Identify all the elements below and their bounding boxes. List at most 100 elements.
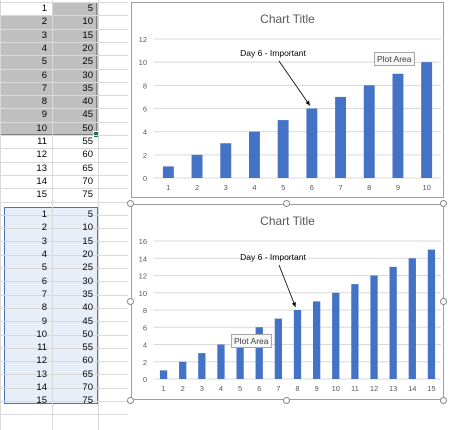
cell-column-a[interactable]: 7 [41,288,47,300]
cell-column-b[interactable]: 5 [87,3,93,14]
resize-handle-top-right[interactable] [440,200,447,207]
chart-title[interactable]: Chart Title [260,12,315,26]
cell-column-a[interactable]: 15 [36,395,47,407]
cell-column-a[interactable]: 2 [41,222,47,234]
cell-column-b[interactable]: 40 [82,96,93,108]
spreadsheet-grid[interactable]: 1 5 2 10 3 15 4 20 5 25 6 30 7 35 8 40 9 45 10 50 11 55 12 60 13… [0,0,128,430]
cell-column-b[interactable]: 10 [82,16,93,28]
cell-column-a[interactable]: 14 [36,382,47,394]
y-tick-label: 16 [139,237,147,246]
resize-handle-top-left[interactable] [127,200,134,207]
chart-top[interactable]: Chart Title 0 2 4 6 8 10 12 1 2 3 4 5 6 7 8 9 10 Day 6 - … [131,2,444,198]
x-tick-label: 9 [396,183,400,192]
x-tick-label: 7 [338,183,342,192]
row-gridline [0,55,128,57]
cell-column-b[interactable]: 55 [82,342,93,354]
cell-column-a[interactable]: 12 [36,149,47,161]
cell-column-b[interactable]: 30 [82,69,93,81]
bar [162,166,174,178]
resize-handle-bottom-right[interactable] [440,397,447,404]
chart-bottom[interactable]: Chart Title 0 2 4 6 8 10 12 14 16 1 2 3 4 5 6 7 8 9 10 11 12… [131,204,444,400]
cell-column-b[interactable]: 25 [82,262,93,274]
cell-column-b[interactable]: 30 [82,275,93,287]
cell-column-b[interactable]: 50 [82,122,93,134]
cell-column-a[interactable]: 15 [36,189,47,201]
cell-column-a[interactable]: 3 [41,235,47,247]
bar [159,370,168,379]
x-tick-label: 13 [389,384,397,393]
bar [236,335,244,379]
bar [351,284,359,379]
cell-column-a[interactable]: 1 [41,209,47,221]
cell-column-a[interactable]: 11 [37,342,47,354]
cell-column-a[interactable]: 8 [41,96,47,108]
cell-column-a[interactable]: 12 [36,355,47,367]
selected-range-a16-b30[interactable] [4,207,98,404]
cell-column-b[interactable]: 20 [82,249,93,261]
x-tick-label: 1 [166,183,170,192]
cell-column-b[interactable]: 35 [82,288,93,300]
cell-column-b[interactable]: 45 [82,109,93,121]
cell-column-a[interactable]: 10 [36,122,47,134]
cell-column-a[interactable]: 4 [41,42,47,54]
cell-column-b[interactable]: 10 [82,222,93,234]
cell-column-a[interactable]: 9 [41,109,47,121]
cell-column-b[interactable]: 20 [82,42,93,54]
resize-handle-bottom-left[interactable] [127,397,134,404]
cell-column-a[interactable]: 10 [36,328,47,340]
cell-column-b[interactable]: 15 [82,235,93,247]
cell-column-a[interactable]: 5 [41,262,47,274]
resize-handle-mid-right[interactable] [440,298,447,305]
annotation-arrow-head [291,302,296,307]
cell-column-b[interactable]: 55 [82,136,93,147]
cell-column-b[interactable]: 65 [82,162,93,174]
y-tick-label: 2 [143,151,147,160]
fill-handle[interactable] [93,131,100,138]
cell-column-a[interactable]: 13 [36,368,47,380]
cell-column-b[interactable]: 45 [82,315,93,327]
cell-column-a[interactable]: 4 [41,249,47,261]
chart-title[interactable]: Chart Title [260,214,315,228]
cell-column-a[interactable]: 6 [41,69,47,81]
cell-column-b[interactable]: 70 [82,382,93,394]
cell-column-a[interactable]: 14 [36,175,47,187]
cell-column-b[interactable]: 60 [82,149,93,161]
cell-column-b[interactable]: 60 [82,355,93,367]
cell-column-a[interactable]: 8 [41,302,47,314]
cell-column-b[interactable]: 75 [82,395,93,407]
column-gridline [52,0,53,430]
cell-column-b[interactable]: 5 [87,209,93,221]
cell-column-b[interactable]: 40 [82,302,93,314]
cell-column-a[interactable]: 7 [41,82,47,94]
active-cell[interactable] [1,2,52,15]
cell-column-b[interactable]: 75 [82,189,93,201]
row-gridline [0,374,128,376]
bar [408,258,416,379]
x-tick-label: 8 [295,384,299,393]
x-tick-label: 7 [276,384,280,393]
cell-column-a[interactable]: 13 [36,162,47,174]
resize-handle-top-mid[interactable] [283,200,290,207]
cell-column-a[interactable]: 1 [41,3,47,14]
resize-handle-mid-left[interactable] [127,298,134,305]
cell-column-b[interactable]: 65 [82,368,93,380]
cell-column-a[interactable]: 6 [41,275,47,287]
cell-column-a[interactable]: 3 [41,29,47,41]
cell-column-a[interactable]: 2 [41,16,47,28]
cell-column-b[interactable]: 35 [82,82,93,94]
row-gridline [0,81,128,83]
x-tick-label: 5 [238,384,242,393]
resize-handle-bottom-mid[interactable] [283,397,290,404]
bar [427,249,436,379]
cell-column-b[interactable]: 50 [82,328,93,340]
cell-column-a[interactable]: 9 [41,315,47,327]
cell-column-b[interactable]: 70 [82,175,93,187]
cell-column-a[interactable]: 5 [41,56,47,68]
cell-column-b[interactable]: 25 [82,56,93,68]
cell-column-a[interactable]: 11 [37,136,47,147]
annotation-label: Day 6 - Important [240,252,306,262]
cell-column-b[interactable]: 15 [82,29,93,41]
bar [198,353,206,379]
